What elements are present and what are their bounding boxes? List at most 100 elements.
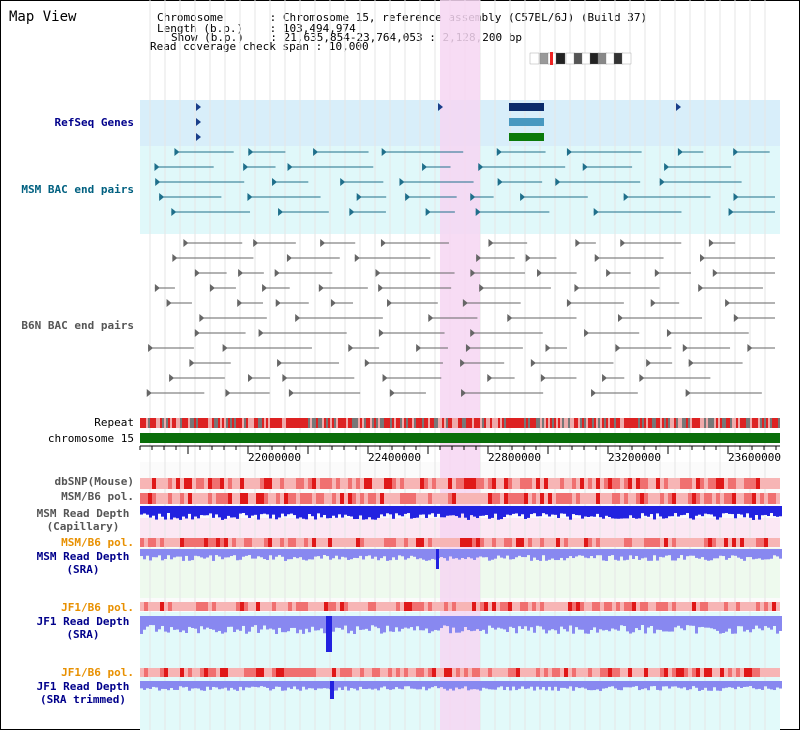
msm-sra-depth — [773, 549, 776, 556]
repeat-bar — [712, 418, 714, 428]
msm-pol2-cell — [432, 538, 436, 547]
msm-cap-depth — [284, 506, 287, 517]
msm-pol2-cell — [496, 538, 500, 547]
msm-sra-depth — [578, 549, 581, 556]
repeat-bar — [282, 418, 284, 428]
msm-cap-depth — [476, 506, 479, 519]
jf1-sra-depth — [557, 616, 560, 634]
msm-cap-depth — [590, 506, 593, 517]
repeat-bar — [464, 418, 466, 428]
jf1-pol2-cell — [612, 668, 616, 677]
jf1-sra-depth — [161, 616, 164, 626]
b6n-bac-pair-end — [488, 239, 494, 247]
jf1-trim-depth — [212, 681, 215, 687]
jf1-sra-depth — [701, 616, 704, 627]
repeat-bar — [564, 418, 566, 428]
track-label-msm-bac[interactable]: MSM BAC end pairs — [21, 183, 134, 196]
msm-pol-cell — [684, 493, 688, 504]
msm-pol2-cell — [488, 538, 492, 547]
repeat-bar — [636, 418, 638, 428]
track-label-jf1-pol-2[interactable]: JF1/B6 pol. — [61, 666, 134, 679]
jf1-trim-depth — [353, 681, 356, 689]
msm-sra-depth — [740, 549, 743, 559]
jf1-trim-depth — [218, 681, 221, 690]
msm-pol-cell — [468, 493, 472, 504]
dbsnp-cell — [208, 478, 212, 489]
msm-pol2-cell — [372, 538, 376, 547]
jf1-trim-depth — [170, 681, 173, 689]
jf1-trim-depth — [239, 681, 242, 687]
jf1-pol2-cell — [412, 668, 416, 677]
jf1-sra-depth — [515, 616, 518, 634]
msm-cap-depth — [728, 506, 731, 514]
jf1-trim-depth — [770, 681, 773, 690]
msm-sra-depth — [230, 549, 233, 557]
track-label-jf1-sra[interactable]: JF1 Read Depth (SRA) — [36, 615, 130, 641]
msm-pol-cell — [552, 493, 556, 504]
msm-pol2-cell — [588, 538, 592, 547]
jf1-pol-cell — [384, 602, 388, 611]
msm-sra-depth — [737, 549, 740, 558]
jf1-sra-depth — [290, 616, 293, 628]
b6n-bac-pair-end — [189, 359, 195, 367]
track-label-chromosome[interactable]: chromosome 15 — [47, 432, 134, 445]
track-label-msm-sra[interactable]: MSM Read Depth (SRA) — [36, 550, 130, 576]
track-label-b6n-bac[interactable]: B6N BAC end pairs — [21, 319, 134, 332]
msm-cap-depth — [467, 506, 470, 520]
msm-cap-depth — [563, 506, 566, 514]
track-label-msm-pol-1[interactable]: MSM/B6 pol. — [61, 490, 134, 503]
dbsnp-cell — [236, 478, 240, 489]
jf1-trim-depth — [536, 681, 539, 687]
msm-pol2-cell — [688, 538, 692, 547]
msm-sra-depth — [719, 549, 722, 556]
jf1-pol2-cell — [316, 668, 320, 677]
jf1-sra-depth — [596, 616, 599, 633]
msm-pol2-cell — [292, 538, 296, 547]
msm-sra-depth — [179, 549, 182, 557]
track-label-repeat[interactable]: Repeat — [94, 416, 134, 429]
msm-pol-cell — [200, 493, 204, 504]
track-label-refseq[interactable]: RefSeq Genes — [54, 116, 134, 129]
msm-cap-depth — [197, 506, 200, 519]
msm-cap-depth — [140, 506, 143, 515]
jf1-trim-depth — [548, 681, 551, 687]
msm-sra-depth — [266, 549, 269, 561]
b6n-bac-pair-end — [348, 344, 354, 352]
msm-pol-cell — [664, 493, 668, 504]
dbsnp-cell — [648, 478, 652, 489]
track-label-jf1-sra-trimmed[interactable]: JF1 Read Depth (SRA trimmed) — [36, 680, 130, 706]
jf1-trim-depth — [248, 681, 251, 688]
msm-pol-cell — [592, 493, 596, 504]
dbsnp-cell — [272, 478, 276, 489]
dbsnp-cell — [184, 478, 188, 489]
dbsnp-cell — [300, 478, 304, 489]
track-label-msm-capillary[interactable]: MSM Read Depth (Capillary) — [36, 507, 130, 533]
msm-cap-depth — [557, 506, 560, 518]
dbsnp-cell — [148, 478, 152, 489]
b6n-bac-pair-end — [654, 269, 660, 277]
track-label-dbsnp[interactable]: dbSNP(Mouse) — [54, 475, 134, 488]
jf1-pol-cell — [548, 602, 552, 611]
msm-bac-pair-end — [154, 163, 160, 171]
msm-cap-depth — [413, 506, 416, 518]
jf1-sra-depth — [407, 616, 410, 629]
msm-bac-pair-end — [405, 193, 411, 201]
repeat-bar — [648, 418, 650, 428]
msm-pol-cell — [500, 493, 504, 504]
jf1-pol2-cell — [396, 668, 400, 677]
msm-pol2-cell — [268, 538, 272, 547]
dbsnp-cell — [384, 478, 388, 489]
repeat-bar — [364, 418, 366, 428]
jf1-sra-depth — [464, 616, 467, 628]
msm-pol-cell — [460, 493, 464, 504]
repeat-bar — [286, 418, 288, 428]
track-label-msm-pol-2[interactable]: MSM/B6 pol. — [61, 536, 134, 549]
msm-pol2-cell — [200, 538, 204, 547]
msm-cap-depth — [674, 506, 677, 514]
track-label-jf1-pol-1[interactable]: JF1/B6 pol. — [61, 601, 134, 614]
jf1-trim-depth — [425, 681, 428, 691]
msm-pol2-cell — [400, 538, 404, 547]
msm-sra-depth — [185, 549, 188, 556]
repeat-bar — [148, 418, 150, 428]
